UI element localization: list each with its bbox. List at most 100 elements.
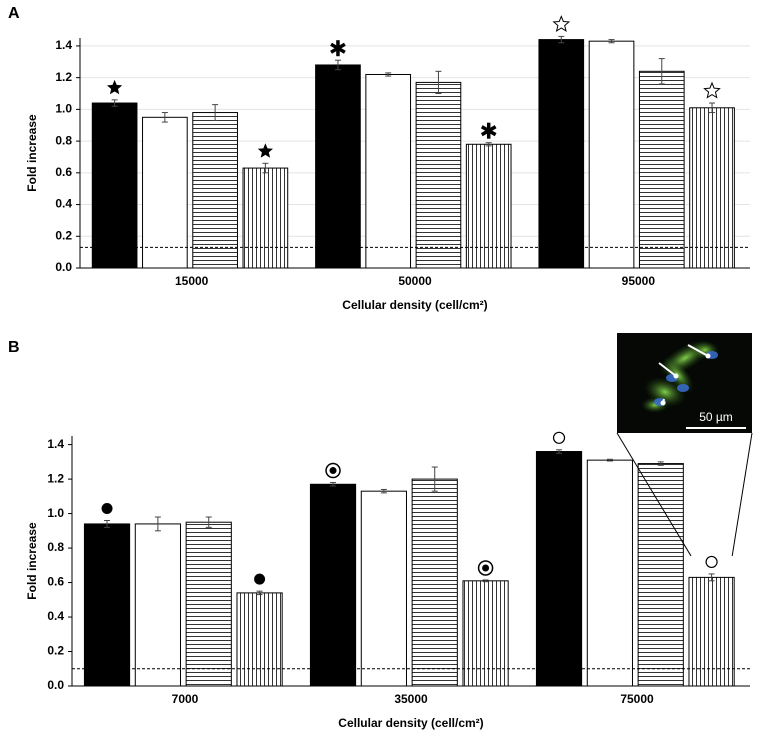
open-star: [703, 81, 721, 99]
nucleus: [677, 384, 689, 392]
star: [257, 143, 273, 158]
error-bar: [708, 573, 715, 582]
error-bar: [262, 162, 269, 174]
bar: [142, 116, 188, 269]
error-bar: [606, 458, 613, 462]
micrograph-inset: 50 µm: [617, 333, 752, 433]
x-tick-label: 75000: [620, 692, 654, 706]
bar: [588, 40, 635, 269]
significance-marker: [552, 431, 566, 444]
zoom-line: [616, 432, 692, 557]
y-tick-label: 1.4: [47, 437, 64, 451]
x-axis-label: Cellular density (cell/cm²): [342, 298, 487, 312]
dot: [482, 564, 490, 572]
y-tick-label: 0.2: [55, 228, 72, 242]
error-bar: [435, 70, 442, 95]
circle: [552, 431, 566, 444]
significance-marker: [552, 15, 571, 32]
asterisk-stroke: [330, 42, 346, 54]
bar: [535, 451, 583, 687]
y-axis-label: Fold increase: [25, 114, 39, 192]
bar: [689, 107, 735, 269]
error-bar: [556, 449, 563, 454]
y-tick-label: 0.6: [55, 165, 72, 179]
scale-label: 50 µm: [699, 410, 733, 424]
significance-marker: [325, 462, 341, 479]
panel-label: B: [8, 339, 20, 356]
bar: [465, 143, 512, 269]
y-tick-label: 0.8: [55, 133, 72, 147]
significance-marker: [705, 555, 718, 569]
arrow-head: [673, 373, 679, 379]
error-bar: [205, 516, 212, 528]
y-tick-label: 0.2: [47, 644, 64, 658]
bar: [83, 523, 131, 687]
error-bar: [431, 466, 438, 492]
y-tick-label: 0.6: [47, 575, 64, 589]
significance-marker: [477, 560, 494, 576]
x-tick-label: 15000: [175, 274, 209, 288]
zoom-line: [731, 432, 753, 557]
error-bar: [334, 59, 341, 71]
error-bar: [482, 579, 489, 583]
error-bar: [657, 461, 664, 466]
arrow: [687, 344, 709, 357]
arrow: [658, 362, 677, 377]
bar: [192, 112, 238, 269]
bar: [134, 523, 181, 687]
asterisk-stroke: [480, 125, 497, 137]
y-tick-label: 0.4: [55, 197, 72, 211]
star: [107, 79, 123, 95]
error-bar: [380, 488, 387, 494]
significance-marker: [254, 573, 266, 585]
dot: [329, 467, 337, 475]
bar: [309, 483, 357, 687]
bar: [411, 478, 458, 687]
arrow-head: [660, 400, 666, 406]
error-bar: [256, 590, 263, 596]
bar: [91, 102, 138, 269]
y-tick-label: 1.0: [47, 506, 64, 520]
x-tick-label: 95000: [622, 274, 656, 288]
error-bar: [154, 516, 161, 532]
y-tick-label: 0.8: [47, 540, 64, 554]
y-tick-label: 0.0: [47, 678, 64, 692]
dot: [254, 573, 266, 585]
y-tick-label: 0.0: [55, 260, 72, 274]
error-bar: [212, 104, 219, 121]
error-bar: [658, 58, 665, 85]
x-tick-label: 50000: [398, 274, 432, 288]
significance-marker: [107, 79, 123, 95]
x-tick-label: 7000: [172, 692, 199, 706]
significance-marker: [703, 81, 721, 99]
significance-marker: [330, 40, 346, 57]
y-tick-label: 1.2: [47, 471, 64, 485]
bar: [638, 70, 685, 269]
circle: [705, 555, 718, 569]
significance-marker: [480, 122, 497, 139]
error-bar: [161, 112, 168, 123]
bar: [637, 463, 684, 687]
bar: [365, 73, 412, 269]
y-axis-label: Fold increase: [25, 522, 39, 600]
error-bar: [330, 482, 337, 487]
bar: [415, 81, 462, 269]
bar: [586, 459, 633, 687]
error-bar: [709, 102, 716, 114]
y-tick-label: 1.0: [55, 102, 72, 116]
significance-marker: [101, 502, 113, 514]
bar: [315, 64, 361, 269]
error-bar: [558, 35, 565, 44]
bar: [185, 521, 232, 687]
bar: [242, 167, 289, 269]
bar: [360, 490, 407, 687]
error-bar: [385, 72, 392, 77]
y-tick-label: 1.4: [55, 38, 72, 52]
dot: [101, 502, 113, 514]
y-tick-label: 0.4: [47, 609, 64, 623]
error-bar: [485, 142, 492, 147]
significance-marker: [257, 143, 273, 158]
bar: [462, 580, 509, 687]
panel-label: A: [8, 5, 20, 22]
